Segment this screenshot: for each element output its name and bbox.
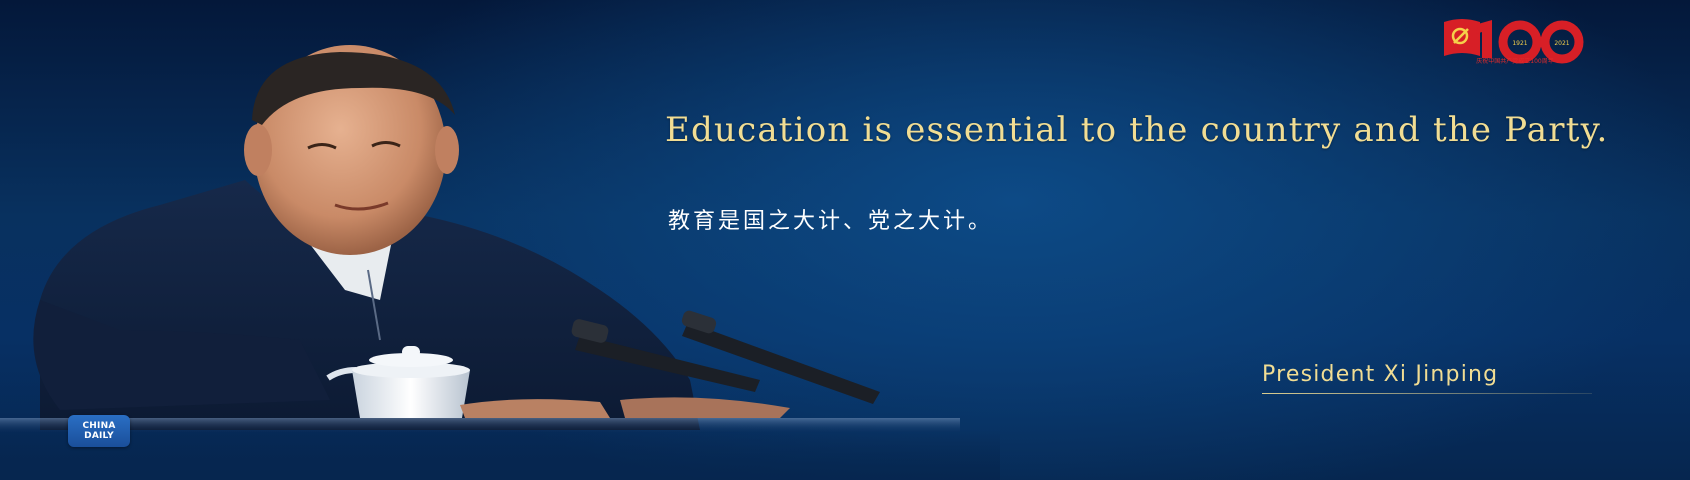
digit-one-shape [1476,20,1492,58]
arm-shape [33,300,330,410]
logo-line-2: DAILY [84,431,114,441]
china-daily-logo: CHINA DAILY [68,415,130,447]
quote-english: Education is essential to the country an… [665,110,1609,150]
anniversary-emblem-logo: 1921 2021 [1444,19,1584,64]
emblem-caption: 庆祝中国共产党成立100周年 [1476,58,1554,65]
microphones-shape [571,310,880,404]
emblem-year-start: 1921 [1512,40,1527,47]
attribution-divider [1262,393,1592,394]
desk-shape [0,418,960,432]
speaker-portrait-photo [0,45,1000,480]
party-flag-icon [1444,19,1480,56]
attribution-name: President Xi Jinping [1262,362,1499,387]
hair-shape [252,52,455,125]
tea-cup-shape [326,346,470,418]
quote-chinese: 教育是国之大计、党之大计。 [668,209,994,234]
logo-line-1: CHINA [82,421,116,431]
emblem-year-end: 2021 [1554,40,1569,47]
face-shape [254,45,446,255]
